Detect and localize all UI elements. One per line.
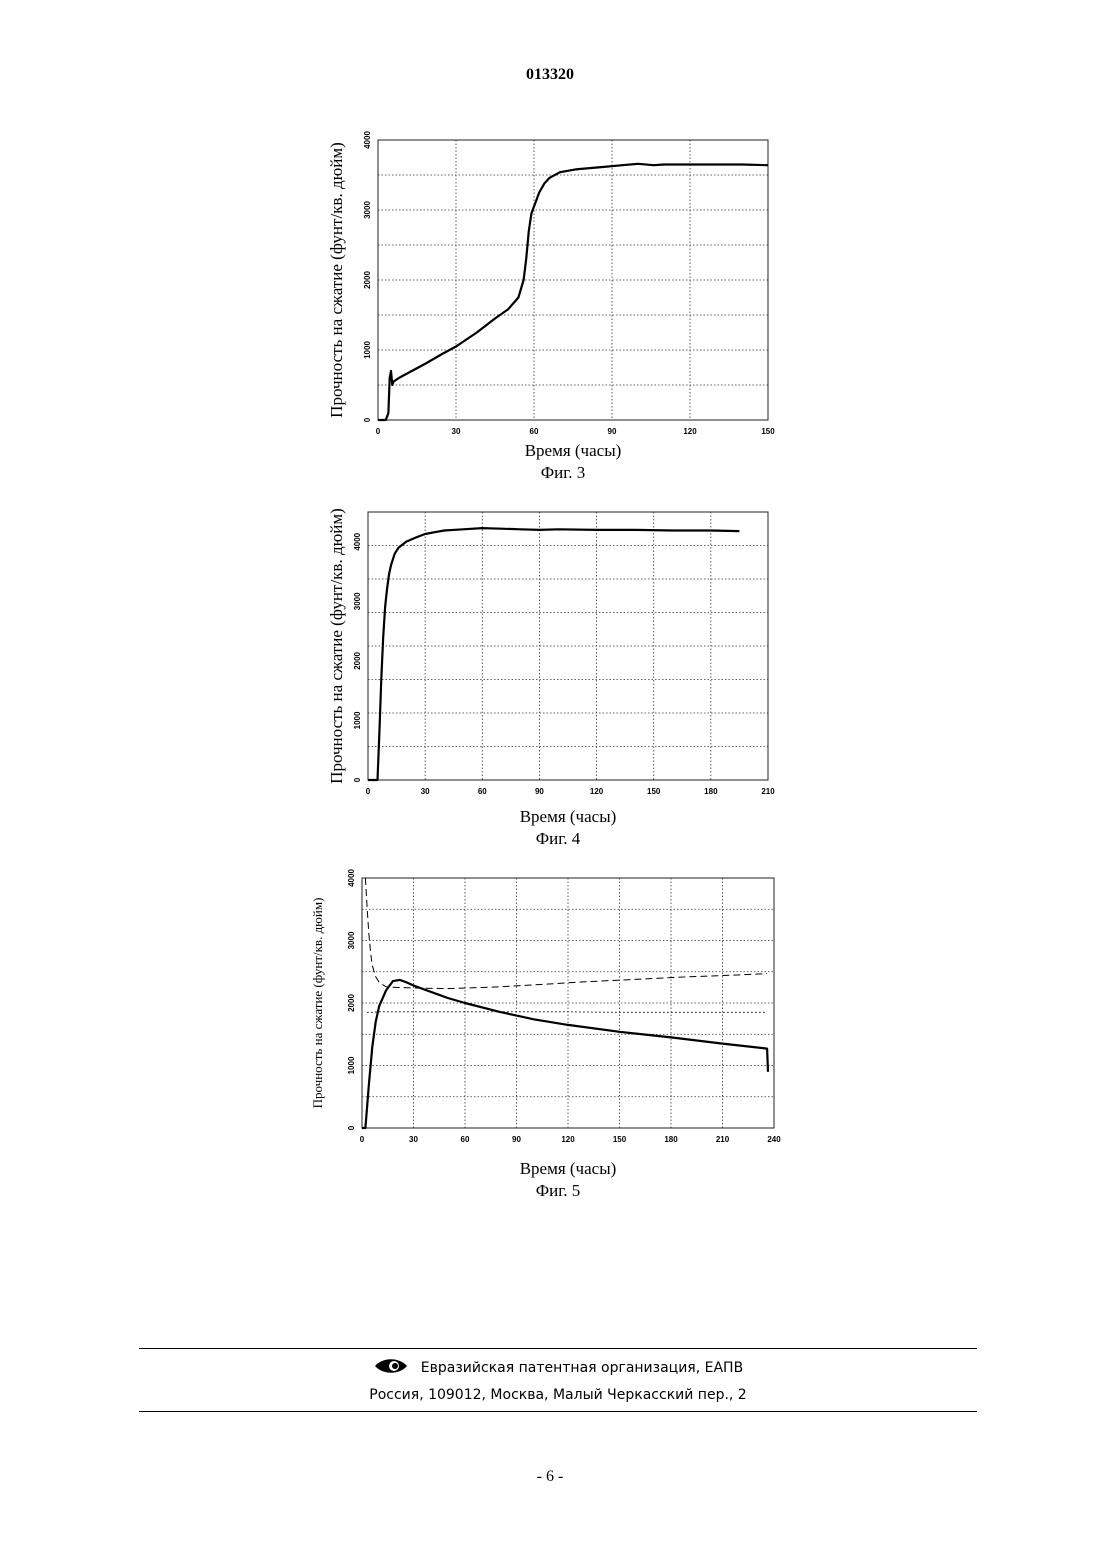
- figure-5-chart: 0 30 60 90 120 150 180 210 240 0 1000 2000 3000 4000 В…: [300, 868, 790, 1203]
- y-axis-label: Прочность на сжатие (фунт/кв. дюйм): [310, 898, 325, 1109]
- y-tick-label: 4000: [347, 869, 356, 887]
- x-axis-label: Время (часы): [520, 807, 617, 826]
- x-tick-label: 60: [530, 427, 539, 436]
- figure-caption: Фиг. 4: [536, 829, 581, 848]
- y-axis-label: Прочность на сжатие (фунт/кв. дюйм): [327, 508, 346, 784]
- y-axis-label: Прочность на сжатие (фунт/кв. дюйм): [327, 142, 346, 418]
- y-tick-label: 1000: [353, 711, 362, 729]
- figure-3: 0 30 60 90 120 150 0 1000 2000 3000 4000 Время (час…: [320, 130, 790, 480]
- x-tick-label: 120: [683, 427, 697, 436]
- y-tick-label: 2000: [353, 651, 362, 669]
- x-tick-label: 180: [704, 787, 718, 796]
- footer-address: Россия, 109012, Москва, Малый Черкасский…: [139, 1387, 977, 1403]
- x-tick-label: 0: [360, 1135, 365, 1144]
- footer-org-line: Евразийская патентная организация, ЕАПВ: [139, 1357, 977, 1379]
- y-tick-label: 4000: [353, 532, 362, 550]
- x-tick-label: 90: [512, 1135, 521, 1144]
- footer: Евразийская патентная организация, ЕАПВ …: [139, 1348, 977, 1412]
- eapo-eye-logo-icon: [373, 1357, 409, 1379]
- grid: [378, 140, 768, 420]
- x-axis-label: Время (часы): [525, 441, 622, 460]
- series-line-1: [368, 528, 739, 780]
- y-tick-label: 1000: [347, 1056, 356, 1074]
- y-tick-label: 2000: [363, 271, 372, 289]
- series-line-3: [367, 1012, 767, 1013]
- x-tick-label: 210: [761, 787, 775, 796]
- grid: [362, 878, 774, 1128]
- x-tick-label: 60: [478, 787, 487, 796]
- x-tick-label: 60: [461, 1135, 470, 1144]
- series-line-1: [378, 164, 768, 420]
- x-tick-label: 30: [452, 427, 461, 436]
- figure-5: 0 30 60 90 120 150 180 210 240 0 1000 2000 3000 4000 В…: [300, 868, 790, 1203]
- x-tick-label: 30: [421, 787, 430, 796]
- x-tick-label: 90: [535, 787, 544, 796]
- y-tick-label: 0: [363, 417, 372, 422]
- y-tick-label: 4000: [363, 131, 372, 149]
- y-tick-label: 0: [347, 1125, 356, 1130]
- y-tick-label: 1000: [363, 341, 372, 359]
- x-tick-label: 0: [366, 787, 371, 796]
- x-tick-label: 0: [376, 427, 381, 436]
- figure-3-chart: 0 30 60 90 120 150 0 1000 2000 3000 4000 Время (час…: [320, 130, 790, 480]
- plot-frame: [378, 140, 768, 420]
- x-tick-label: 150: [761, 427, 775, 436]
- x-tick-label: 240: [767, 1135, 781, 1144]
- figure-caption: Фиг. 3: [541, 463, 586, 482]
- y-tick-label: 2000: [347, 994, 356, 1012]
- y-tick-label: 3000: [347, 931, 356, 949]
- series-line-1: [362, 980, 768, 1128]
- y-tick-label: 3000: [353, 592, 362, 610]
- x-tick-label: 90: [608, 427, 617, 436]
- x-tick-label: 150: [613, 1135, 627, 1144]
- document-number: 013320: [0, 66, 1100, 84]
- figure-4: 0 30 60 90 120 150 180 210 0 1000 2000 3000 4000 Врем…: [320, 500, 790, 850]
- grid: [368, 512, 768, 780]
- x-tick-label: 180: [664, 1135, 678, 1144]
- page-number: - 6 -: [0, 1468, 1100, 1486]
- y-tick-label: 0: [353, 777, 362, 782]
- x-tick-label: 120: [561, 1135, 575, 1144]
- x-tick-label: 150: [647, 787, 661, 796]
- figure-caption: Фиг. 5: [536, 1181, 581, 1200]
- x-axis-label: Время (часы): [520, 1159, 617, 1178]
- x-tick-label: 30: [409, 1135, 418, 1144]
- figure-4-chart: 0 30 60 90 120 150 180 210 0 1000 2000 3000 4000 Врем…: [320, 500, 790, 850]
- y-tick-label: 3000: [363, 201, 372, 219]
- footer-org: Евразийская патентная организация, ЕАПВ: [421, 1360, 743, 1376]
- x-tick-label: 210: [716, 1135, 730, 1144]
- x-tick-label: 120: [590, 787, 604, 796]
